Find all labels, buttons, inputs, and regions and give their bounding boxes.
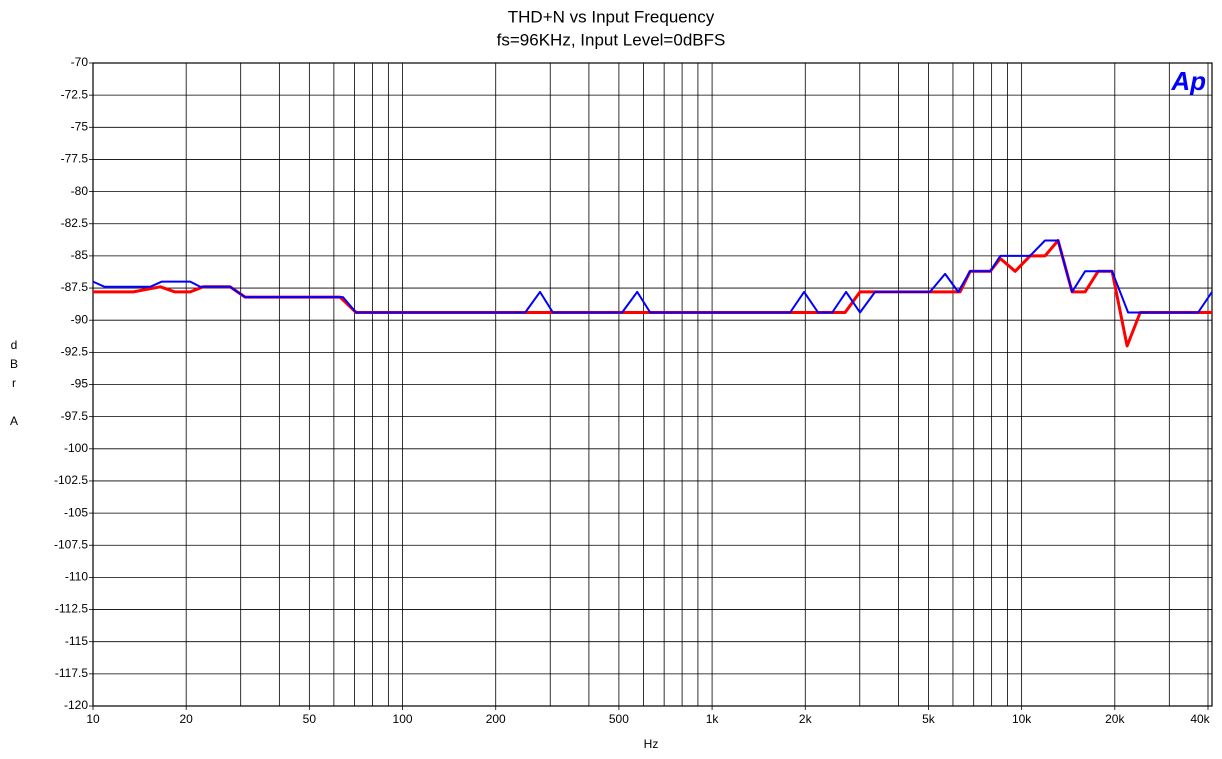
x-tick-label: 500 — [609, 712, 629, 726]
y-tick-label: -110 — [65, 570, 88, 584]
chart-subtitle: fs=96KHz, Input Level=0dBFS — [497, 30, 726, 49]
y-tick-label: -92.5 — [61, 345, 89, 359]
x-tick-label: 20 — [180, 712, 194, 726]
y-tick-label: -115 — [65, 634, 88, 648]
x-tick-label: 40k — [1190, 712, 1210, 726]
x-tick-label: 20k — [1105, 712, 1125, 726]
data-line — [92, 239, 1213, 314]
y-tick-label: -80 — [71, 184, 89, 198]
y-tick-label: -72.5 — [61, 87, 89, 101]
x-tick-label: 5k — [922, 712, 936, 726]
x-tick-label: 1k — [706, 712, 720, 726]
y-tick-label: -97.5 — [61, 409, 89, 423]
y-tick-label: -95 — [71, 377, 89, 391]
logo: Ap — [1170, 66, 1206, 96]
x-tick-label: 50 — [303, 712, 317, 726]
plot-frame — [92, 62, 1213, 707]
y-tick-label: -120 — [64, 698, 88, 712]
data-line — [93, 239, 1212, 348]
y-tick-label: -70 — [71, 55, 89, 69]
x-axis-label: Hz — [644, 737, 659, 751]
y-tick-label: -100 — [64, 441, 88, 455]
y-tick-label: -90 — [71, 312, 89, 326]
x-tick-label: 2k — [799, 712, 813, 726]
y-tick-label: -107.5 — [54, 537, 88, 551]
x-tick-label: 10 — [86, 712, 100, 726]
y-tick-label: -77.5 — [61, 152, 89, 166]
y-tick-label: -117.5 — [55, 666, 88, 680]
y-tick-label: -102.5 — [54, 473, 88, 487]
y-tick-label: -87.5 — [61, 280, 89, 294]
x-tick-label: 100 — [393, 712, 413, 726]
y-tick-label: -75 — [71, 119, 89, 133]
x-tick-label: 10k — [1012, 712, 1032, 726]
y-tick-label: -85 — [71, 248, 89, 262]
y-tick-label: -112.5 — [55, 602, 88, 616]
y-tick-label: -105 — [64, 505, 88, 519]
y-tick-label: -82.5 — [61, 216, 89, 230]
chart-title: THD+N vs Input Frequency — [508, 7, 715, 26]
x-tick-label: 200 — [486, 712, 506, 726]
